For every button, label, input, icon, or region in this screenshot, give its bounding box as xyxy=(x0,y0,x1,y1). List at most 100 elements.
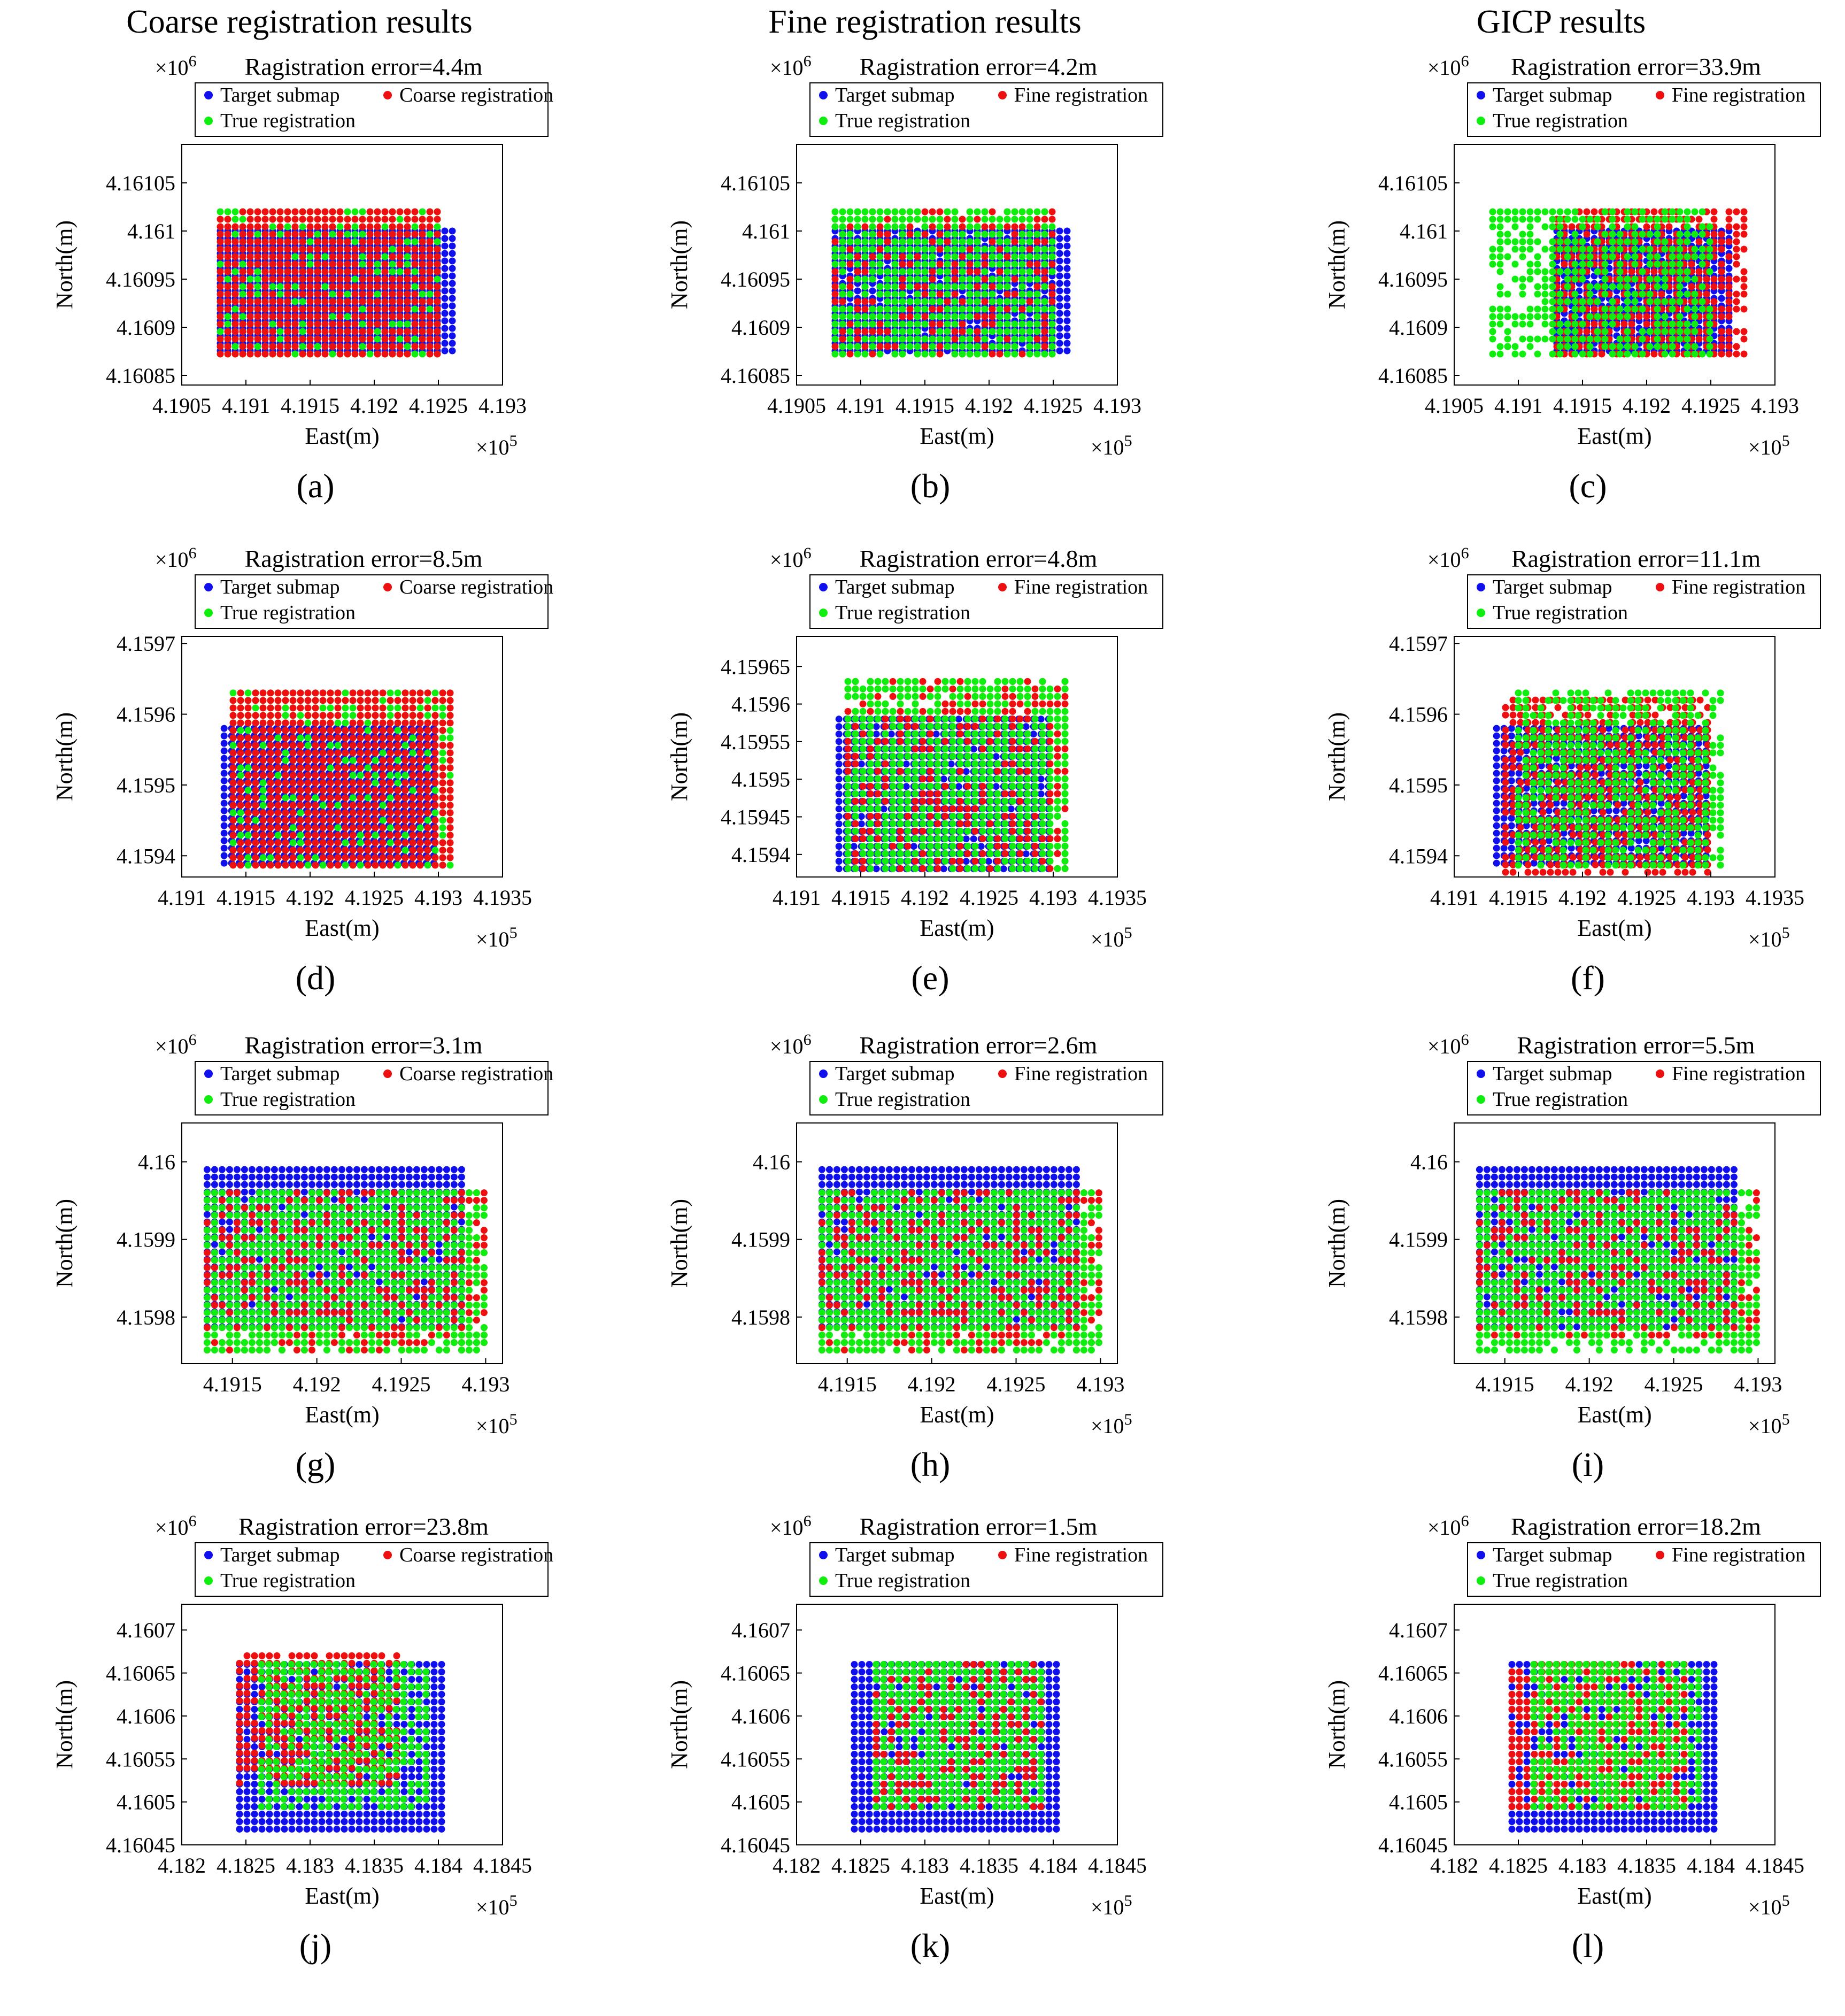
truth-point xyxy=(959,335,966,343)
truth-point xyxy=(906,208,914,216)
registered-point xyxy=(426,253,434,260)
truth-point xyxy=(876,290,884,298)
truth-point xyxy=(884,275,891,283)
registered-point xyxy=(434,216,441,223)
registered-point xyxy=(374,216,381,223)
registered-point xyxy=(929,305,936,313)
truth-point xyxy=(1541,268,1549,275)
registered-point xyxy=(854,328,861,335)
truth-point xyxy=(944,305,951,313)
truth-point xyxy=(996,328,1003,335)
truth-point xyxy=(1534,350,1541,358)
truth-point xyxy=(1654,283,1661,290)
registered-point xyxy=(291,343,299,350)
target-point xyxy=(1063,302,1071,310)
truth-point xyxy=(1609,230,1616,238)
registered-point xyxy=(966,260,974,268)
registered-point xyxy=(1643,313,1650,320)
truth-point xyxy=(1504,208,1511,216)
registered-point xyxy=(884,238,891,245)
truth-point xyxy=(884,298,891,305)
truth-point xyxy=(1489,216,1496,223)
truth-point xyxy=(374,335,381,343)
target-point xyxy=(449,287,456,295)
truth-point xyxy=(1639,208,1646,216)
registered-point xyxy=(434,290,441,298)
registered-point xyxy=(269,305,276,313)
registered-point xyxy=(306,350,314,358)
registered-point xyxy=(314,260,321,268)
truth-point xyxy=(1003,268,1011,275)
truth-point xyxy=(1661,328,1669,335)
registered-point xyxy=(366,343,374,350)
truth-point xyxy=(1601,343,1609,350)
registered-point xyxy=(1725,313,1733,320)
truth-point xyxy=(854,343,861,350)
truth-point xyxy=(1669,298,1676,305)
registered-point xyxy=(329,238,336,245)
registered-point xyxy=(1725,238,1733,245)
registered-point xyxy=(419,230,426,238)
truth-point xyxy=(966,328,974,335)
truth-point xyxy=(1661,320,1669,328)
truth-point xyxy=(1579,253,1586,260)
truth-point xyxy=(254,268,261,275)
truth-point xyxy=(1571,275,1579,283)
truth-point xyxy=(1511,343,1519,350)
truth-point xyxy=(269,223,276,230)
truth-point xyxy=(306,260,314,268)
registered-point xyxy=(336,335,344,343)
truth-point xyxy=(1706,245,1713,253)
registered-point xyxy=(1011,290,1018,298)
truth-point xyxy=(1639,245,1646,253)
truth-point xyxy=(254,275,261,283)
truth-point xyxy=(1706,253,1713,260)
truth-point xyxy=(1646,298,1654,305)
truth-point xyxy=(966,305,974,313)
truth-point xyxy=(239,216,246,223)
truth-point xyxy=(1018,320,1026,328)
truth-point xyxy=(1691,298,1699,305)
target-point xyxy=(441,250,449,257)
registered-point xyxy=(411,275,419,283)
registered-point xyxy=(276,350,284,358)
registered-point xyxy=(299,253,306,260)
truth-point xyxy=(1504,313,1511,320)
truth-point xyxy=(996,298,1003,305)
truth-point xyxy=(914,268,921,275)
legend-entry: Target submap xyxy=(835,84,955,106)
truth-point xyxy=(1676,298,1684,305)
registered-point xyxy=(1041,268,1048,275)
registered-point xyxy=(419,275,426,283)
truth-point xyxy=(1526,343,1534,350)
registered-point xyxy=(846,245,854,253)
truth-point xyxy=(1504,230,1511,238)
truth-point xyxy=(1631,298,1639,305)
registered-point xyxy=(1568,223,1576,230)
truth-point xyxy=(989,290,996,298)
truth-point xyxy=(1003,208,1011,216)
truth-point xyxy=(359,230,366,238)
registered-point xyxy=(839,298,846,305)
registered-point xyxy=(314,313,321,320)
registered-point xyxy=(291,305,299,313)
truth-point xyxy=(321,253,329,260)
truth-point xyxy=(891,335,899,343)
truth-point xyxy=(989,216,996,223)
x-axis-label: East(m) xyxy=(1577,423,1651,449)
registered-point xyxy=(299,216,306,223)
truth-point xyxy=(966,208,974,216)
truth-point xyxy=(1706,335,1713,343)
registered-point xyxy=(246,335,254,343)
registered-point xyxy=(359,268,366,275)
truth-point xyxy=(359,253,366,260)
registered-point xyxy=(1041,328,1048,335)
truth-point xyxy=(1601,253,1609,260)
truth-point xyxy=(929,298,936,305)
truth-point xyxy=(1489,223,1496,230)
registered-point xyxy=(336,298,344,305)
registered-point xyxy=(861,268,869,275)
truth-point xyxy=(884,268,891,275)
truth-point xyxy=(921,305,929,313)
target-point xyxy=(1056,287,1063,295)
